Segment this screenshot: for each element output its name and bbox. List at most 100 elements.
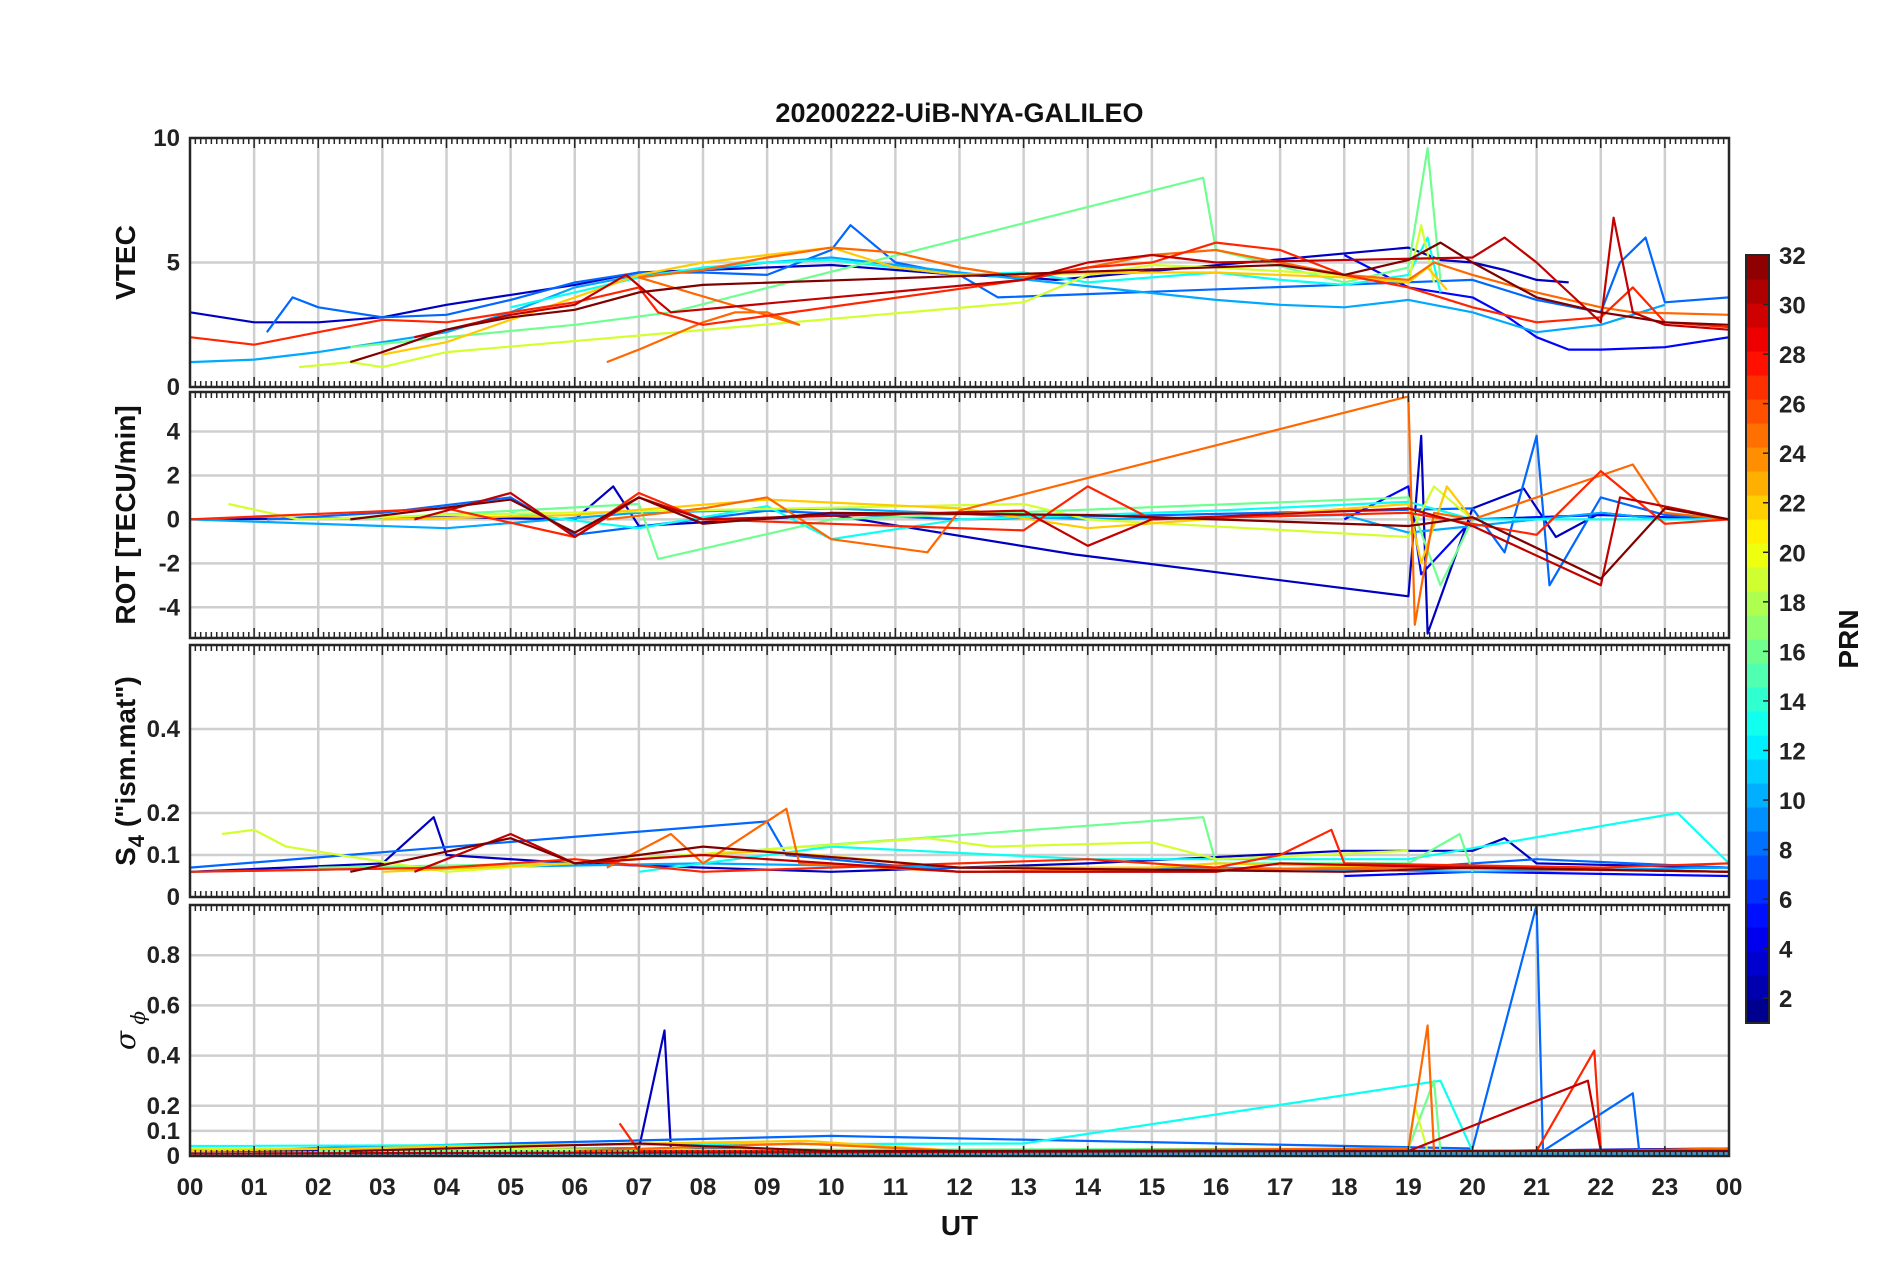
colorbar-tick-label: 4 <box>1779 937 1793 964</box>
series-line-prn-19 <box>228 485 1474 539</box>
panel-frame <box>188 390 1731 640</box>
x-axis: 00 01 02 03 04 05 06 07 08 09 10 11 12 13 14 15 16 17 18 19… <box>177 1174 1743 1201</box>
series-line-prn-22 <box>382 246 1448 356</box>
series-line-prn-13 <box>510 236 1442 309</box>
colorbar-segment <box>1746 615 1769 640</box>
y-tick-label: -2 <box>159 550 180 577</box>
colorbar-segment <box>1746 807 1769 832</box>
colorbar-segment <box>1746 519 1769 544</box>
colorbar-segment <box>1746 663 1769 688</box>
colorbar-segment <box>1746 591 1769 616</box>
x-tick-label: 05 <box>497 1174 524 1201</box>
x-tick-label: 03 <box>369 1174 396 1201</box>
series-line-prn-27 <box>190 241 1729 346</box>
y-tick-label: 5 <box>167 250 180 277</box>
y-axis-label: S4 ("ism.mat") <box>110 676 149 866</box>
y-tick-label: 0.2 <box>147 800 180 827</box>
colorbar-segment <box>1746 375 1769 400</box>
y-tick-label: 4 <box>167 419 181 446</box>
x-tick-label: 23 <box>1652 1174 1679 1201</box>
y-tick-label: 0.1 <box>147 842 180 869</box>
colorbar-tick-label: 18 <box>1779 590 1806 617</box>
colorbar-segment <box>1746 951 1769 976</box>
y-tick-label: 0 <box>167 506 180 533</box>
colorbar-segment <box>1746 903 1769 928</box>
panel-frame <box>188 903 1731 1158</box>
colorbar-tick-label: 10 <box>1779 788 1806 815</box>
x-tick-label: 20 <box>1459 1174 1486 1201</box>
series-line-prn-30 <box>413 832 1729 873</box>
y-tick-label: -4 <box>159 594 181 621</box>
series-group <box>190 807 1729 878</box>
colorbar-tick-label: 2 <box>1779 986 1792 1013</box>
x-tick-label: 07 <box>626 1174 653 1201</box>
series-line-prn-30 <box>414 216 1729 339</box>
series-line-prn-25 <box>606 807 1729 873</box>
y-tick-label: 0.2 <box>147 1093 180 1120</box>
x-tick-label: 16 <box>1203 1174 1230 1201</box>
y-axis-label: σ ϕ <box>109 1011 150 1050</box>
y-axis-label: ROT [TECU/min] <box>110 405 141 624</box>
y-tick-label: 10 <box>153 125 180 152</box>
series-line-prn-30 <box>414 491 1729 587</box>
colorbar-segment <box>1746 735 1769 760</box>
x-tick-label: 00 <box>177 1174 204 1201</box>
colorbar-tick-label: 32 <box>1779 243 1806 270</box>
series-line-prn-3 <box>190 816 1729 873</box>
colorbar-segment <box>1746 471 1769 496</box>
x-tick-label: 17 <box>1267 1174 1294 1201</box>
x-tick-label: 09 <box>754 1174 781 1201</box>
colorbar-segment <box>1746 783 1769 808</box>
series-line-prn-8 <box>190 905 1729 1153</box>
colorbar-segment <box>1746 999 1769 1024</box>
colorbar-segment <box>1746 447 1769 472</box>
colorbar-segment <box>1746 327 1769 352</box>
colorbar-tick-label: 28 <box>1779 342 1806 369</box>
colorbar-label: PRN <box>1833 609 1864 668</box>
x-tick-label: 10 <box>818 1174 845 1201</box>
colorbar-segment <box>1746 255 1769 280</box>
x-tick-label: 11 <box>883 1174 908 1201</box>
series-line-prn-19 <box>221 828 1409 873</box>
colorbar-tick-label: 22 <box>1779 491 1806 518</box>
series-line-prn-16 <box>350 146 1442 349</box>
panel-frame <box>188 643 1731 899</box>
x-tick-label: 14 <box>1074 1174 1101 1201</box>
series-line-prn-25 <box>606 246 1729 364</box>
colorbar-segment <box>1746 279 1769 304</box>
colorbar-tick-label: 26 <box>1779 392 1806 419</box>
series-line-prn-8 <box>266 434 1729 587</box>
series-line-prn-22 <box>382 485 1474 565</box>
series-line-prn-8 <box>266 224 1729 333</box>
series-line-prn-32 <box>350 496 1729 580</box>
series-line-prn-32 <box>350 837 1729 873</box>
x-tick-label: 15 <box>1139 1174 1166 1201</box>
panel-frame <box>188 136 1731 389</box>
panel-vtec: 0 5 10 VTEC <box>110 125 1731 401</box>
colorbar-segment <box>1746 711 1769 736</box>
colorbar-segment <box>1746 759 1769 784</box>
colorbar-segment <box>1746 351 1769 376</box>
x-tick-label: 21 <box>1523 1174 1550 1201</box>
colorbar-segment <box>1746 975 1769 1000</box>
y-tick-label: 0 <box>167 1143 180 1170</box>
colorbar-segment <box>1746 399 1769 424</box>
colorbar-segment <box>1746 495 1769 520</box>
colorbar-tick-label: 8 <box>1779 838 1792 865</box>
colorbar-segment <box>1746 687 1769 712</box>
colorbar-segment <box>1746 543 1769 568</box>
panel-s4: 0 0.1 0.2 0.4S4 ("ism.mat") <box>110 643 1731 911</box>
y-tick-label: 0 <box>167 884 180 911</box>
y-tick-label: 0.8 <box>147 942 180 969</box>
colorbar-segment <box>1746 927 1769 952</box>
series-line-prn-10 <box>190 256 1666 364</box>
colorbar-tick-label: 12 <box>1779 738 1806 765</box>
colorbar-tick-label: 6 <box>1779 887 1792 914</box>
y-axis-label: VTEC <box>110 225 141 300</box>
y-tick-label: 0.6 <box>147 992 180 1019</box>
colorbar-tick-label: 30 <box>1779 293 1806 320</box>
colorbar-segment <box>1746 303 1769 328</box>
x-tick-label: 18 <box>1331 1174 1358 1201</box>
